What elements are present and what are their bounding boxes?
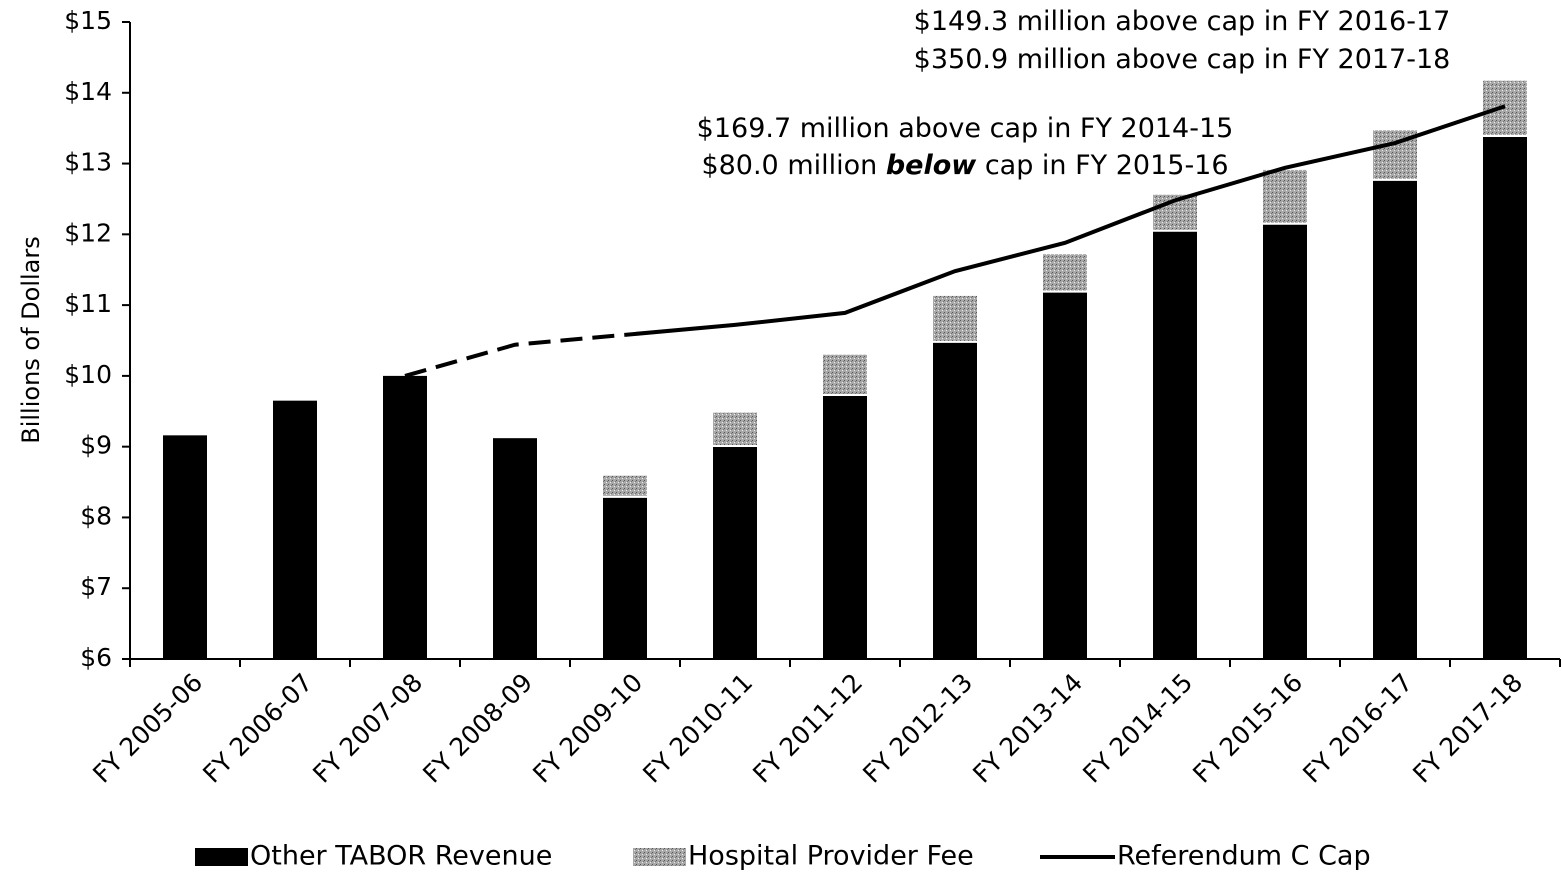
bar — [1263, 223, 1307, 659]
x-tick-label: FY 2015-16 — [1187, 668, 1308, 789]
annotation: $80.0 million below cap in FY 2015-16 — [701, 150, 1228, 181]
legend-label: Hospital Provider Fee — [688, 841, 974, 872]
bar — [1043, 291, 1087, 659]
annotation-text: $169.7 million above cap in FY 2014-15 — [697, 113, 1234, 144]
bar — [1043, 254, 1087, 292]
bar — [603, 496, 647, 659]
annotation-emphasis: below — [886, 150, 977, 181]
bar — [273, 400, 317, 659]
bar — [713, 412, 757, 446]
bar — [1153, 230, 1197, 660]
x-tick-label: FY 2016-17 — [1297, 668, 1418, 789]
x-tick-label: FY 2005-06 — [87, 668, 208, 789]
annotation-text: cap in FY 2015-16 — [976, 150, 1228, 181]
cap-line — [624, 104, 1506, 337]
bar — [713, 445, 757, 659]
x-tick-label: FY 2007-08 — [307, 668, 428, 789]
y-tick-label: $6 — [80, 643, 112, 672]
y-tick-label: $10 — [64, 360, 112, 389]
x-tick-label: FY 2008-09 — [417, 668, 538, 789]
bar — [493, 438, 537, 659]
annotation: $350.9 million above cap in FY 2017-18 — [914, 44, 1451, 75]
x-tick-label: FY 2010-11 — [637, 668, 758, 789]
bar — [823, 354, 867, 395]
annotation: $169.7 million above cap in FY 2014-15 — [697, 113, 1234, 144]
y-tick-label: $15 — [64, 6, 112, 35]
annotation-text: $80.0 million — [701, 150, 885, 181]
bar — [1373, 179, 1417, 659]
legend-label: Other TABOR Revenue — [250, 841, 552, 872]
x-tick-label: FY 2009-10 — [527, 668, 648, 789]
bar — [1263, 169, 1307, 224]
bar — [163, 435, 207, 659]
x-tick-label: FY 2013-14 — [967, 668, 1088, 789]
y-tick-label: $8 — [80, 501, 112, 530]
y-tick-label: $12 — [64, 218, 112, 247]
legend-label: Referendum C Cap — [1117, 841, 1371, 872]
x-tick-label: FY 2006-07 — [197, 668, 318, 789]
annotation: $149.3 million above cap in FY 2016-17 — [914, 6, 1451, 37]
bar — [603, 475, 647, 497]
y-tick-label: $7 — [80, 572, 112, 601]
bar — [933, 341, 977, 659]
legend-swatch — [195, 848, 248, 866]
bar — [383, 375, 427, 659]
legend-swatch — [633, 848, 686, 866]
bar — [823, 394, 867, 659]
y-axis-title: Billions of Dollars — [17, 236, 45, 444]
bar — [933, 295, 977, 342]
annotation-text: $350.9 million above cap in FY 2017-18 — [914, 44, 1451, 75]
y-tick-label: $11 — [64, 289, 112, 318]
bar — [1483, 135, 1527, 660]
y-tick-label: $9 — [80, 431, 112, 460]
annotation-text: $149.3 million above cap in FY 2016-17 — [914, 6, 1451, 37]
bar — [1483, 80, 1527, 136]
x-tick-label: FY 2017-18 — [1407, 668, 1528, 789]
x-tick-label: FY 2012-13 — [857, 668, 978, 789]
y-tick-label: $13 — [64, 148, 112, 177]
y-tick-label: $14 — [64, 77, 112, 106]
x-tick-label: FY 2014-15 — [1077, 668, 1198, 789]
x-tick-label: FY 2011-12 — [747, 668, 868, 789]
cap-line-dashed — [404, 332, 626, 378]
